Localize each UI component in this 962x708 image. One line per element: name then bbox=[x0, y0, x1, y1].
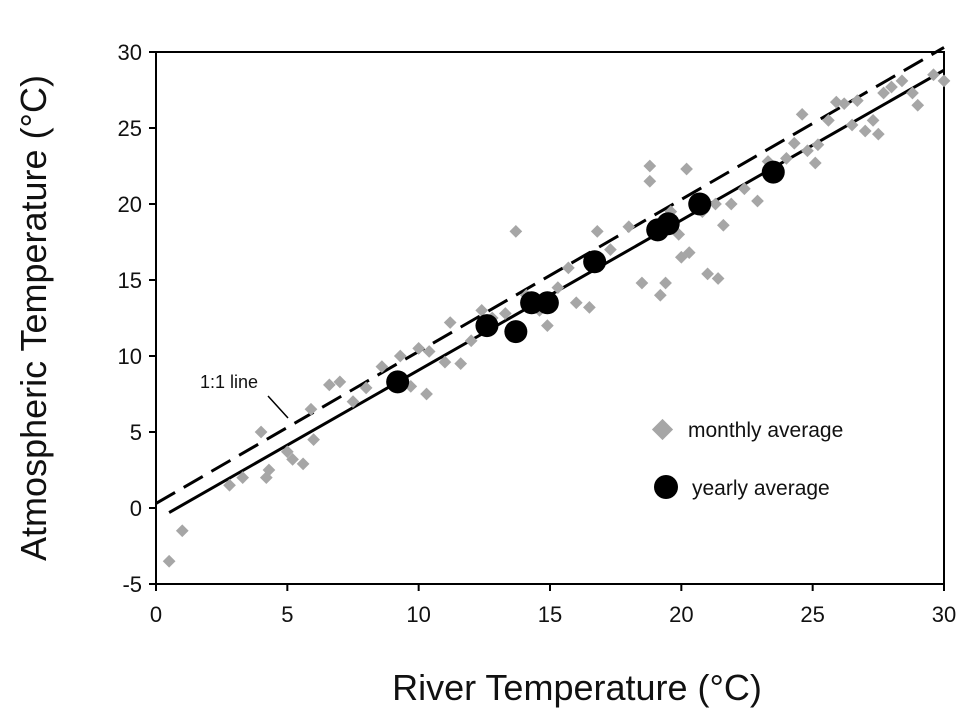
monthly-point bbox=[375, 360, 389, 374]
yearly-point bbox=[761, 160, 785, 184]
monthly-point bbox=[653, 288, 667, 302]
monthly-point bbox=[583, 300, 596, 314]
x-tick-label: 20 bbox=[669, 602, 693, 627]
monthly-point bbox=[635, 276, 649, 290]
y-tick-label: 30 bbox=[118, 40, 142, 65]
monthly-point bbox=[254, 425, 268, 439]
x-tick-labels: 0 5 10 15 20 25 30 bbox=[150, 602, 956, 627]
yearly-point bbox=[520, 291, 544, 315]
monthly-point bbox=[751, 194, 764, 208]
x-axis-title: River Temperature (°C) bbox=[392, 667, 762, 708]
yearly-point bbox=[656, 212, 680, 236]
monthly-point bbox=[680, 162, 693, 176]
annotation-1-1-line: 1:1 line bbox=[200, 372, 258, 392]
monthly-point bbox=[541, 319, 554, 332]
yearly-point bbox=[688, 192, 712, 216]
monthly-point bbox=[236, 471, 250, 484]
legend-label-yearly: yearly average bbox=[692, 477, 830, 500]
monthly-point bbox=[643, 159, 657, 173]
monthly-average-points bbox=[162, 68, 951, 568]
monthly-point bbox=[866, 114, 880, 127]
x-tick-label: 10 bbox=[406, 602, 430, 627]
y-tick-label: 15 bbox=[118, 268, 142, 293]
monthly-point bbox=[622, 220, 636, 234]
legend-label-monthly: monthly average bbox=[688, 419, 843, 442]
monthly-point bbox=[422, 345, 436, 358]
monthly-point bbox=[906, 86, 919, 100]
yearly-point bbox=[386, 370, 410, 394]
y-tick-label: 5 bbox=[130, 420, 142, 445]
annotation-pointer bbox=[267, 395, 289, 419]
legend: monthly average yearly average bbox=[651, 418, 843, 500]
monthly-point bbox=[895, 74, 909, 88]
monthly-point bbox=[296, 457, 310, 471]
y-tick-label: -5 bbox=[122, 572, 142, 597]
y-axis-title: Atmospheric Temperature (°C) bbox=[13, 75, 54, 561]
monthly-point bbox=[604, 243, 617, 256]
x-tick-label: 5 bbox=[281, 602, 293, 627]
monthly-point bbox=[498, 307, 512, 320]
monthly-point bbox=[937, 74, 951, 88]
monthly-point bbox=[795, 107, 809, 121]
monthly-point bbox=[590, 224, 604, 238]
y-tick-label: 25 bbox=[118, 116, 142, 141]
legend-marker-yearly bbox=[654, 475, 678, 499]
monthly-point bbox=[659, 276, 672, 290]
yearly-point bbox=[535, 291, 559, 315]
monthly-point bbox=[509, 224, 523, 238]
monthly-point bbox=[724, 197, 738, 211]
monthly-point bbox=[569, 296, 583, 310]
monthly-point bbox=[333, 375, 347, 389]
monthly-point bbox=[420, 387, 433, 401]
x-tick-label: 0 bbox=[150, 602, 162, 627]
monthly-point bbox=[454, 357, 468, 370]
tick-marks bbox=[149, 51, 945, 591]
monthly-point bbox=[162, 554, 176, 568]
monthly-point bbox=[808, 156, 822, 170]
monthly-point bbox=[464, 334, 478, 348]
monthly-point bbox=[858, 124, 872, 138]
monthly-point bbox=[307, 433, 320, 446]
monthly-point bbox=[359, 381, 373, 395]
monthly-point bbox=[346, 395, 360, 408]
monthly-point bbox=[871, 127, 885, 141]
yearly-point bbox=[583, 250, 607, 274]
plot-frame bbox=[155, 51, 945, 585]
monthly-point bbox=[443, 316, 457, 329]
monthly-point bbox=[304, 402, 318, 416]
legend-marker-monthly bbox=[651, 418, 674, 441]
y-tick-label: 0 bbox=[130, 496, 142, 521]
monthly-point bbox=[280, 445, 294, 459]
one-to-one-line bbox=[155, 46, 945, 505]
monthly-point bbox=[787, 136, 801, 150]
x-tick-label: 25 bbox=[800, 602, 824, 627]
monthly-point bbox=[412, 342, 426, 355]
y-tick-label: 20 bbox=[118, 192, 142, 217]
monthly-point bbox=[438, 355, 452, 369]
monthly-point bbox=[738, 182, 751, 196]
monthly-point bbox=[262, 463, 276, 477]
monthly-point bbox=[716, 218, 730, 232]
monthly-point bbox=[911, 98, 925, 112]
yearly-average-points bbox=[386, 160, 785, 394]
yearly-point bbox=[475, 314, 499, 338]
monthly-point bbox=[643, 174, 657, 188]
y-tick-label: 10 bbox=[118, 344, 142, 369]
monthly-point bbox=[286, 452, 299, 466]
monthly-point bbox=[475, 304, 489, 317]
monthly-point bbox=[223, 478, 236, 492]
monthly-point bbox=[175, 524, 189, 538]
x-tick-label: 30 bbox=[932, 602, 956, 627]
monthly-point bbox=[393, 349, 407, 363]
yearly-point bbox=[504, 320, 528, 344]
monthly-point bbox=[322, 378, 336, 392]
x-tick-label: 15 bbox=[538, 602, 562, 627]
y-tick-labels: -5 0 5 10 15 20 25 30 bbox=[118, 40, 142, 597]
